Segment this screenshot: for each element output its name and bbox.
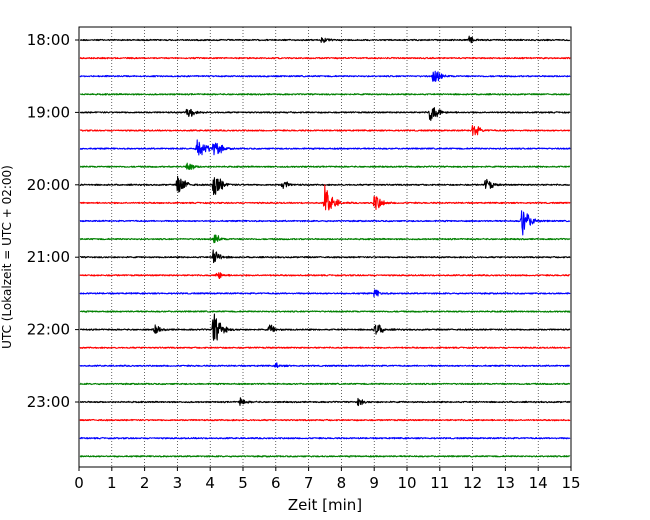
trace-row <box>79 139 571 156</box>
trace-row <box>79 70 571 82</box>
plot-frame <box>78 26 572 468</box>
x-tick-label: 7 <box>304 474 314 492</box>
trace-row <box>79 362 571 369</box>
trace-row <box>79 124 571 136</box>
x-tick-label: 9 <box>369 474 379 492</box>
trace-row <box>79 418 571 422</box>
trace-row <box>79 249 571 264</box>
y-axis-title: UTC (Lokalzeit = UTC + 02:00) <box>0 165 14 349</box>
x-axis-title: Zeit [min] <box>288 496 362 514</box>
y-tick-label: 20:00 <box>27 176 70 194</box>
trace-row <box>79 272 571 279</box>
x-tick-label: 12 <box>463 474 482 492</box>
y-tick-label: 22:00 <box>27 321 70 339</box>
trace-row <box>79 162 571 170</box>
trace-row <box>79 210 571 236</box>
x-tick-label: 2 <box>140 474 150 492</box>
trace-row <box>79 184 571 211</box>
trace-row <box>79 93 571 96</box>
trace-row <box>79 313 571 341</box>
trace-row <box>79 455 571 458</box>
x-axis: 0 1 2 3 4 5 6 7 8 9 10 11 12 13 14 15 <box>74 467 581 492</box>
x-tick-label: 6 <box>271 474 281 492</box>
vertical-grid <box>111 27 539 467</box>
trace-row <box>79 310 571 313</box>
trace-row <box>79 234 571 244</box>
x-tick-label: 14 <box>529 474 548 492</box>
x-tick-label: 3 <box>173 474 183 492</box>
x-tick-label: 8 <box>337 474 347 492</box>
y-tick-label: 23:00 <box>27 393 70 411</box>
trace-row <box>79 382 571 386</box>
x-tick-label: 10 <box>397 474 416 492</box>
seismic-traces <box>79 35 571 458</box>
trace-row <box>79 107 571 122</box>
x-tick-label: 5 <box>238 474 248 492</box>
x-tick-label: 13 <box>496 474 515 492</box>
trace-row <box>79 289 571 298</box>
trace-row <box>79 56 571 60</box>
trace-row <box>79 35 571 44</box>
trace-row <box>79 436 571 440</box>
trace-row <box>79 397 571 407</box>
x-tick-label: 4 <box>205 474 215 492</box>
y-tick-label: 21:00 <box>27 248 70 266</box>
y-tick-label: 18:00 <box>27 31 70 49</box>
y-axis: 18:00 19:00 20:00 21:00 22:00 23:00 <box>27 31 79 411</box>
y-tick-label: 19:00 <box>27 103 70 121</box>
x-tick-label: 0 <box>74 474 84 492</box>
x-tick-label: 11 <box>430 474 449 492</box>
trace-row <box>79 346 571 349</box>
x-tick-label: 15 <box>561 474 580 492</box>
x-tick-label: 1 <box>107 474 117 492</box>
